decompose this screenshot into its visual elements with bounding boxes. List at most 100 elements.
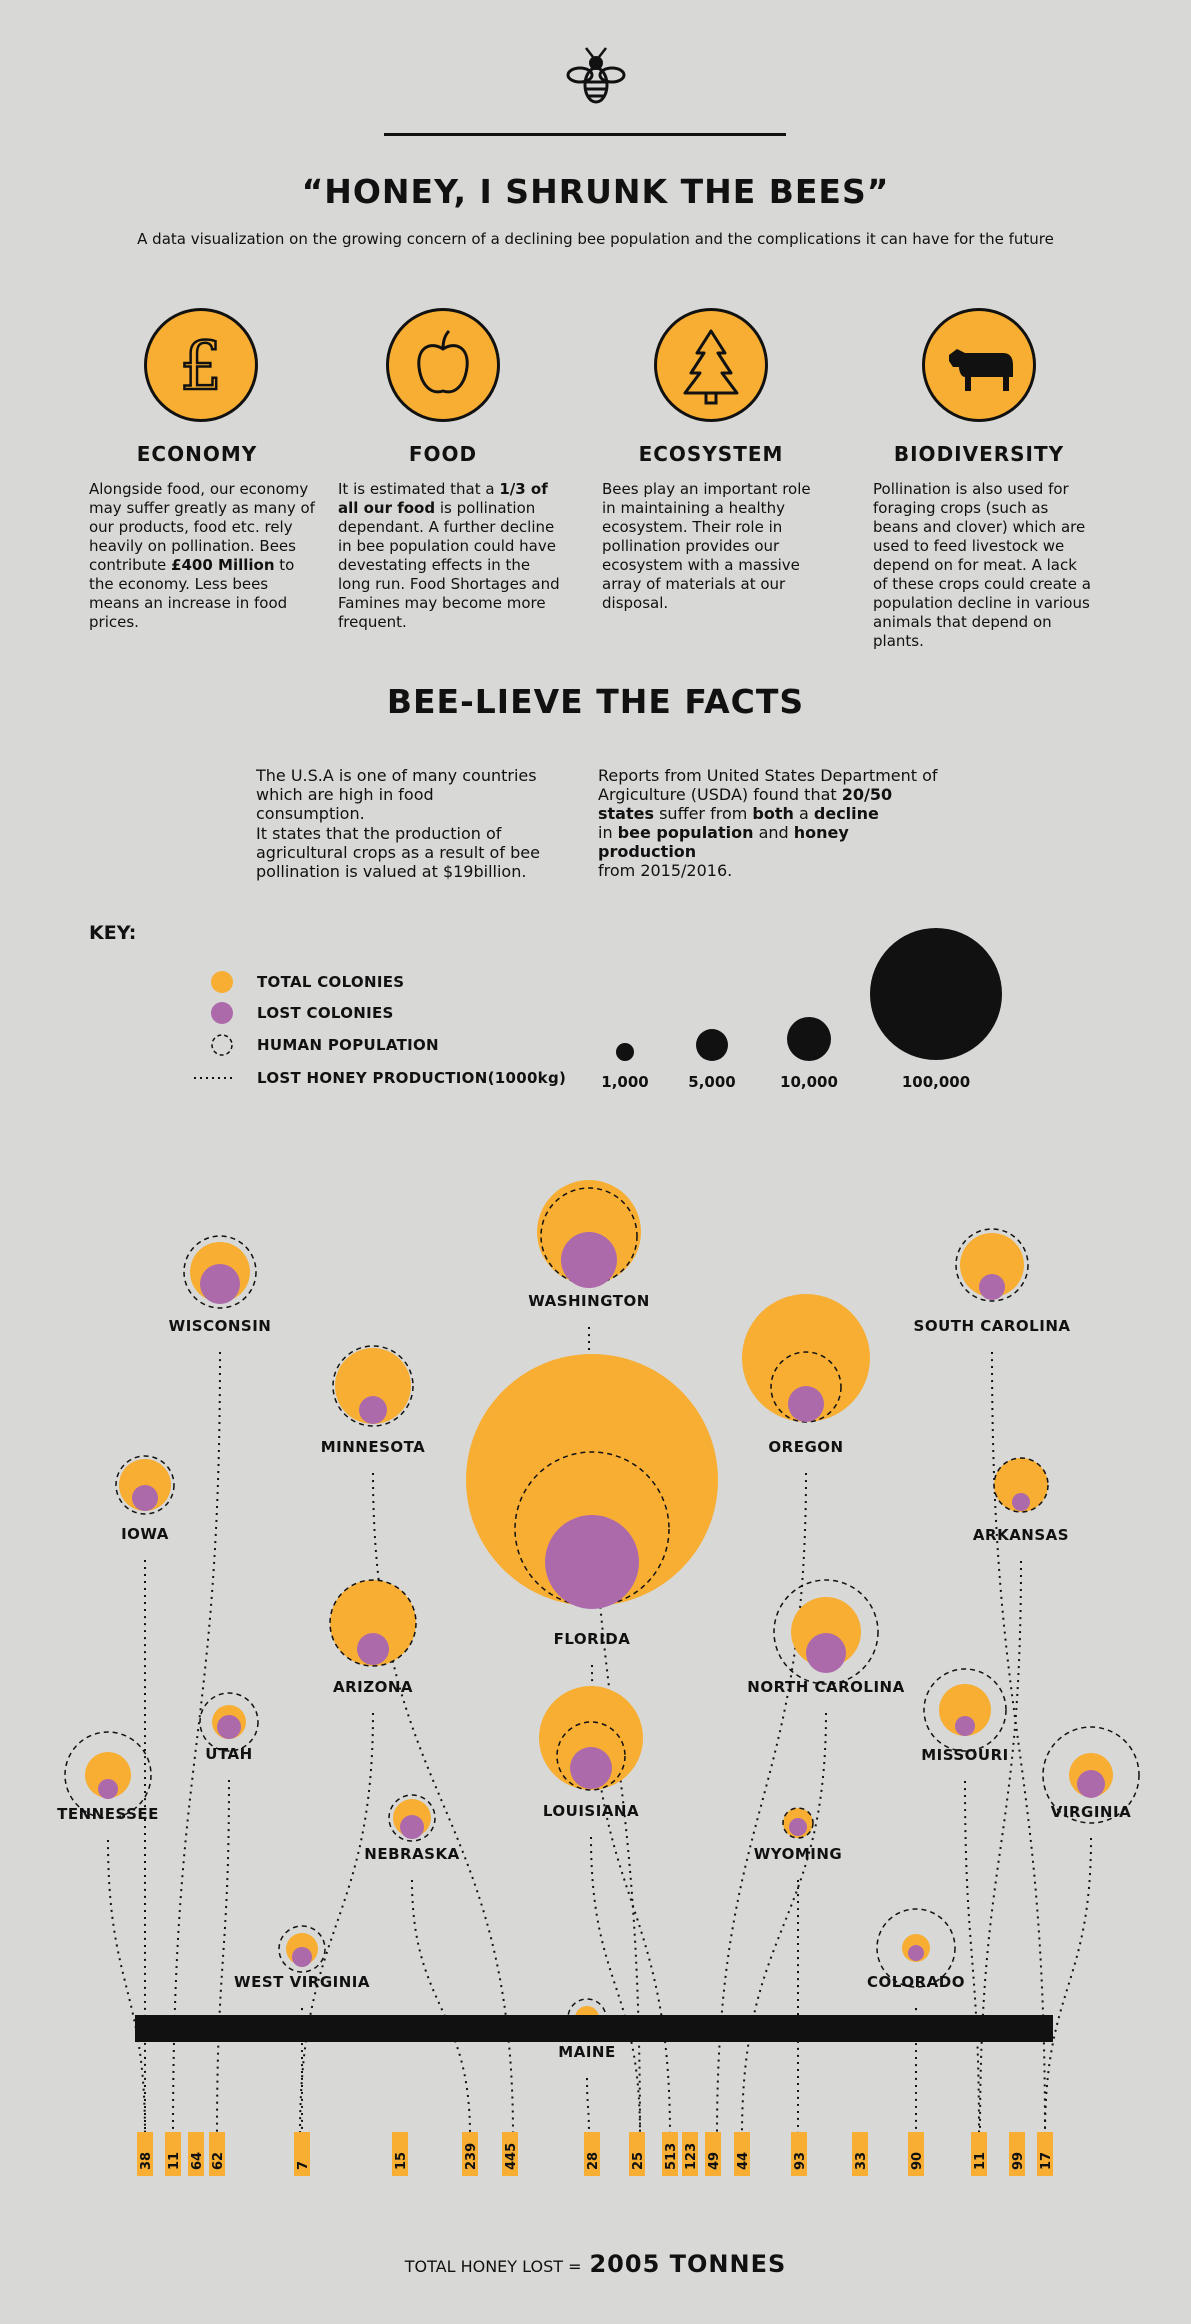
key-human-dot <box>211 1034 233 1056</box>
honey-tag-value: 90 <box>910 2152 925 2170</box>
wisconsin-label: WISCONSIN <box>168 1317 272 1335</box>
west-virginia-lost-colonies <box>292 1947 312 1967</box>
maine-label: MAINE <box>558 2043 616 2061</box>
louisiana-lost-colonies <box>570 1747 612 1789</box>
iowa-label: IOWA <box>121 1525 169 1543</box>
arizona-lost-colonies <box>357 1633 389 1665</box>
minnesota-human-population <box>332 1345 414 1427</box>
colorado-lost-colonies <box>908 1945 924 1961</box>
key-title: KEY: <box>89 922 137 944</box>
tennessee-total-colonies <box>85 1752 131 1798</box>
bee-icon <box>566 47 626 104</box>
minnesota-total-colonies <box>335 1348 411 1424</box>
north-carolina-label: NORTH CAROLINA <box>747 1678 905 1696</box>
honey-tag: 25 <box>629 2132 646 2176</box>
colorado-label: COLORADO <box>867 1973 965 1991</box>
honey-tag-box <box>908 2132 924 2176</box>
honey-tag-value: 17 <box>1039 2152 1054 2170</box>
honey-tag: 90 <box>908 2132 925 2176</box>
size-label-2: 5,000 <box>688 1073 736 1091</box>
pound-icon-circle: £ <box>144 308 258 422</box>
florida-label: FLORIDA <box>553 1630 631 1648</box>
west-virginia-label: WEST VIRGINIA <box>234 1973 370 1991</box>
honey-tag-value: 99 <box>1011 2152 1026 2170</box>
key-total-dot <box>211 971 233 993</box>
nebraska-label: NEBRASKA <box>364 1845 460 1863</box>
oregon-honey-line <box>716 1472 807 2136</box>
facts-right: Reports from United States Department of… <box>598 766 938 880</box>
oregon-total-colonies <box>742 1294 870 1422</box>
pound-icon: £ <box>179 327 224 407</box>
honey-tag: 11 <box>165 2132 182 2176</box>
honey-tag-box <box>209 2132 225 2176</box>
tree-icon-circle <box>654 308 768 422</box>
honey-tag-box <box>392 2132 408 2176</box>
west-virginia-human-population <box>278 1925 326 1973</box>
honey-tag-value: 123 <box>684 2143 699 2170</box>
key-lost-dot <box>211 1002 233 1024</box>
iowa-human-population <box>115 1455 175 1515</box>
honey-tag-value: 44 <box>736 2152 751 2170</box>
size-10000 <box>787 1017 831 1061</box>
virginia-honey-line <box>1044 1837 1092 2136</box>
honey-tag-box <box>791 2132 807 2176</box>
arizona-label: ARIZONA <box>332 1678 414 1696</box>
biodiversity-title: BIODIVERSITY <box>893 442 1065 466</box>
missouri-total-colonies <box>939 1684 991 1736</box>
missouri-human-population <box>923 1668 1007 1752</box>
wyoming-lost-colonies <box>789 1818 807 1836</box>
wyoming-label: WYOMING <box>753 1845 843 1863</box>
size-1000 <box>616 1043 634 1061</box>
arkansas-label: ARKANSAS <box>972 1526 1070 1544</box>
north-carolina-human-population <box>773 1579 879 1685</box>
honey-tag-value: 11 <box>167 2152 182 2170</box>
utah-human-population <box>199 1692 259 1752</box>
facts-left-1: The U.S.A is one of many countries which… <box>256 766 537 823</box>
utah-lost-colonies <box>217 1715 241 1739</box>
food-title: FOOD <box>408 442 478 466</box>
honey-tag: 44 <box>734 2132 751 2176</box>
honey-tag: 49 <box>705 2132 722 2176</box>
arkansas-honey-line <box>979 1560 1022 2136</box>
wyoming-human-population <box>782 1807 814 1839</box>
honey-tag-value: 49 <box>707 2152 722 2170</box>
facts-title: BEE-LIEVE THE FACTS <box>386 682 805 721</box>
arizona-human-population <box>329 1579 417 1667</box>
oregon-label: OREGON <box>768 1438 844 1456</box>
honey-tag: 93 <box>791 2132 808 2176</box>
minnesota-lost-colonies <box>359 1396 387 1424</box>
honey-tag-box <box>734 2132 750 2176</box>
south-carolina-label: SOUTH CAROLINA <box>913 1317 1071 1335</box>
wisconsin-honey-line <box>172 1351 221 2136</box>
utah-label: UTAH <box>205 1745 253 1763</box>
south-carolina-lost-colonies <box>979 1274 1005 1300</box>
honey-tag-value: 513 <box>664 2143 679 2170</box>
economy-text: Alongside food, our economy may suffer g… <box>89 480 315 631</box>
missouri-lost-colonies <box>955 1716 975 1736</box>
tennessee-honey-line <box>107 1839 146 2136</box>
washington-lost-colonies <box>561 1232 617 1288</box>
nebraska-lost-colonies <box>400 1815 424 1839</box>
honey-tag-box <box>971 2132 987 2176</box>
tennessee-human-population <box>64 1731 152 1819</box>
nebraska-human-population <box>388 1794 436 1842</box>
cow-icon-circle <box>922 308 1036 422</box>
colorado-human-population <box>876 1908 956 1988</box>
honey-tag-value: 11 <box>973 2152 988 2170</box>
wisconsin-lost-colonies <box>200 1264 240 1304</box>
honey-tag: 99 <box>1009 2132 1026 2176</box>
florida-lost-colonies <box>545 1515 639 1609</box>
nebraska-honey-line <box>411 1879 471 2136</box>
tree-icon <box>683 329 739 405</box>
missouri-honey-line <box>964 1780 980 2136</box>
south-carolina-human-population <box>955 1228 1029 1302</box>
virginia-lost-colonies <box>1077 1770 1105 1798</box>
bee-state-visualization: 38 11 64 62 7 15 239 445 28 25 513 123 49 44 93 33 90 11 9… <box>64 1180 1140 2176</box>
key-total-label: TOTAL COLONIES <box>257 973 405 991</box>
honey-tag: 17 <box>1037 2132 1054 2176</box>
minnesota-label: MINNESOTA <box>320 1438 426 1456</box>
ecosystem-text: Bees play an important role in maintaini… <box>602 480 811 612</box>
honey-tags: 38 11 64 62 7 15 239 445 28 25 513 123 49 44 93 33 90 11 9… <box>137 2132 1054 2176</box>
facts-left-2: It states that the production of agricul… <box>256 824 540 881</box>
honey-tag-box <box>852 2132 868 2176</box>
